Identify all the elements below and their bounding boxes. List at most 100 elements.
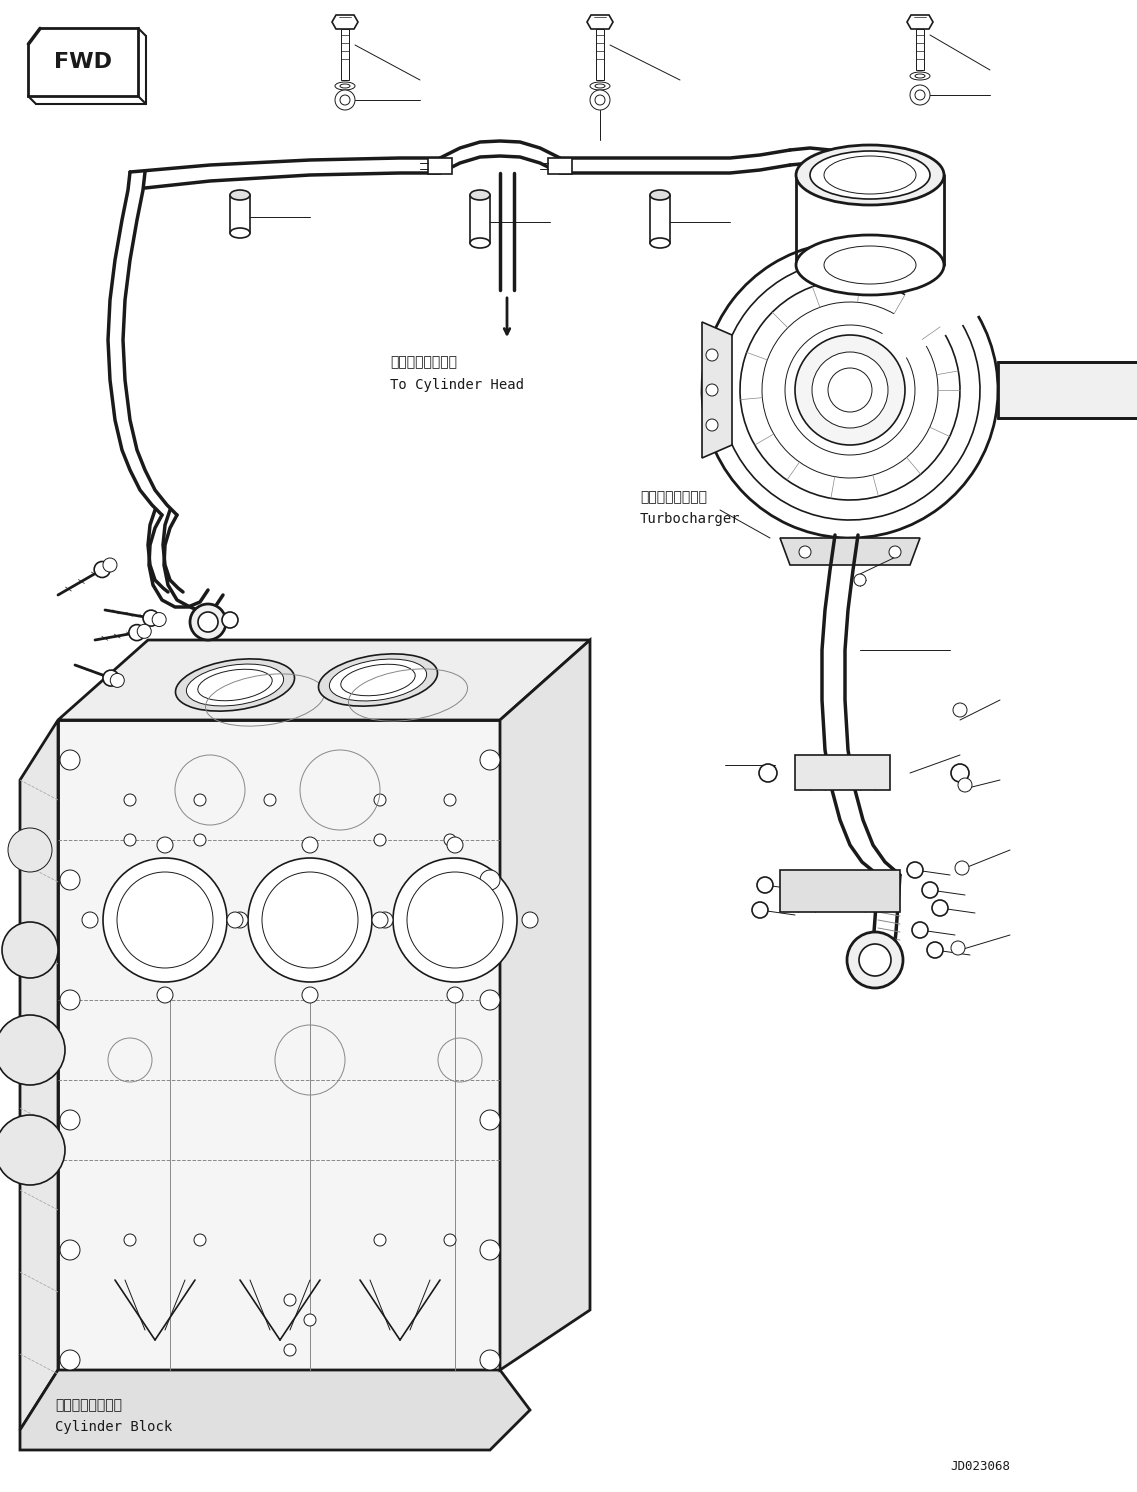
Polygon shape — [780, 539, 920, 565]
Circle shape — [128, 625, 144, 640]
Circle shape — [522, 912, 538, 928]
Ellipse shape — [796, 145, 944, 204]
Ellipse shape — [470, 239, 490, 248]
Circle shape — [910, 85, 930, 104]
Ellipse shape — [810, 151, 930, 198]
Circle shape — [143, 610, 159, 627]
Circle shape — [812, 352, 888, 428]
Ellipse shape — [915, 75, 926, 78]
Circle shape — [951, 764, 969, 782]
Bar — [855, 155, 920, 192]
Ellipse shape — [595, 84, 605, 88]
Circle shape — [60, 1110, 80, 1129]
Circle shape — [340, 95, 350, 104]
Circle shape — [377, 912, 393, 928]
Circle shape — [222, 612, 238, 628]
Circle shape — [752, 903, 767, 918]
Bar — [341, 28, 349, 81]
Ellipse shape — [340, 84, 350, 88]
Circle shape — [915, 90, 926, 100]
Circle shape — [94, 561, 110, 577]
Ellipse shape — [186, 664, 283, 706]
Circle shape — [799, 546, 811, 558]
Ellipse shape — [330, 659, 426, 701]
Polygon shape — [702, 322, 732, 458]
Polygon shape — [998, 363, 1137, 418]
Circle shape — [590, 90, 609, 110]
Polygon shape — [332, 15, 358, 28]
Ellipse shape — [341, 664, 415, 695]
Circle shape — [0, 1115, 65, 1185]
Ellipse shape — [650, 239, 670, 248]
Bar — [596, 28, 604, 81]
Circle shape — [889, 546, 901, 558]
Ellipse shape — [650, 189, 670, 200]
Polygon shape — [907, 15, 933, 28]
Circle shape — [922, 882, 938, 898]
Circle shape — [117, 871, 213, 968]
Circle shape — [480, 1350, 500, 1370]
Bar — [916, 28, 924, 70]
Polygon shape — [20, 1370, 530, 1450]
Circle shape — [335, 90, 355, 110]
Circle shape — [60, 1350, 80, 1370]
Circle shape — [157, 988, 173, 1003]
Circle shape — [955, 861, 969, 874]
Ellipse shape — [198, 670, 272, 701]
Text: ターボチャージャ: ターボチャージャ — [640, 489, 707, 504]
Circle shape — [374, 794, 385, 806]
Circle shape — [157, 837, 173, 853]
Circle shape — [374, 834, 385, 846]
Ellipse shape — [590, 82, 609, 90]
Circle shape — [110, 673, 124, 688]
Circle shape — [480, 750, 500, 770]
Circle shape — [194, 834, 206, 846]
Circle shape — [854, 574, 866, 586]
Ellipse shape — [318, 653, 438, 706]
Circle shape — [152, 613, 166, 627]
Circle shape — [951, 941, 965, 955]
Circle shape — [393, 858, 517, 982]
Circle shape — [932, 900, 948, 916]
Text: Turbocharger: Turbocharger — [640, 512, 740, 527]
Circle shape — [194, 1234, 206, 1246]
Circle shape — [198, 612, 218, 633]
Circle shape — [60, 1240, 80, 1261]
Circle shape — [372, 912, 388, 928]
Circle shape — [190, 604, 226, 640]
Circle shape — [760, 764, 777, 782]
Circle shape — [262, 871, 358, 968]
Polygon shape — [20, 721, 58, 1429]
Circle shape — [8, 828, 52, 871]
Circle shape — [757, 877, 773, 894]
Circle shape — [858, 944, 891, 976]
Circle shape — [124, 834, 136, 846]
Ellipse shape — [910, 72, 930, 81]
Circle shape — [194, 794, 206, 806]
Circle shape — [445, 834, 456, 846]
Text: To Cylinder Head: To Cylinder Head — [390, 377, 524, 392]
Circle shape — [445, 794, 456, 806]
Circle shape — [124, 794, 136, 806]
Circle shape — [248, 858, 372, 982]
Circle shape — [706, 349, 717, 361]
Circle shape — [60, 750, 80, 770]
Text: FWD: FWD — [53, 52, 113, 72]
Circle shape — [445, 1234, 456, 1246]
Circle shape — [480, 1110, 500, 1129]
Circle shape — [302, 837, 318, 853]
Circle shape — [795, 336, 905, 445]
Circle shape — [284, 1344, 296, 1356]
Text: シリンダヘッドへ: シリンダヘッドへ — [390, 355, 457, 369]
Circle shape — [227, 912, 243, 928]
Polygon shape — [587, 15, 613, 28]
Circle shape — [407, 871, 503, 968]
Circle shape — [595, 95, 605, 104]
Circle shape — [103, 858, 227, 982]
Polygon shape — [58, 640, 590, 721]
Bar — [795, 755, 890, 789]
Circle shape — [232, 912, 248, 928]
Circle shape — [124, 1234, 136, 1246]
Circle shape — [264, 794, 276, 806]
Ellipse shape — [470, 189, 490, 200]
